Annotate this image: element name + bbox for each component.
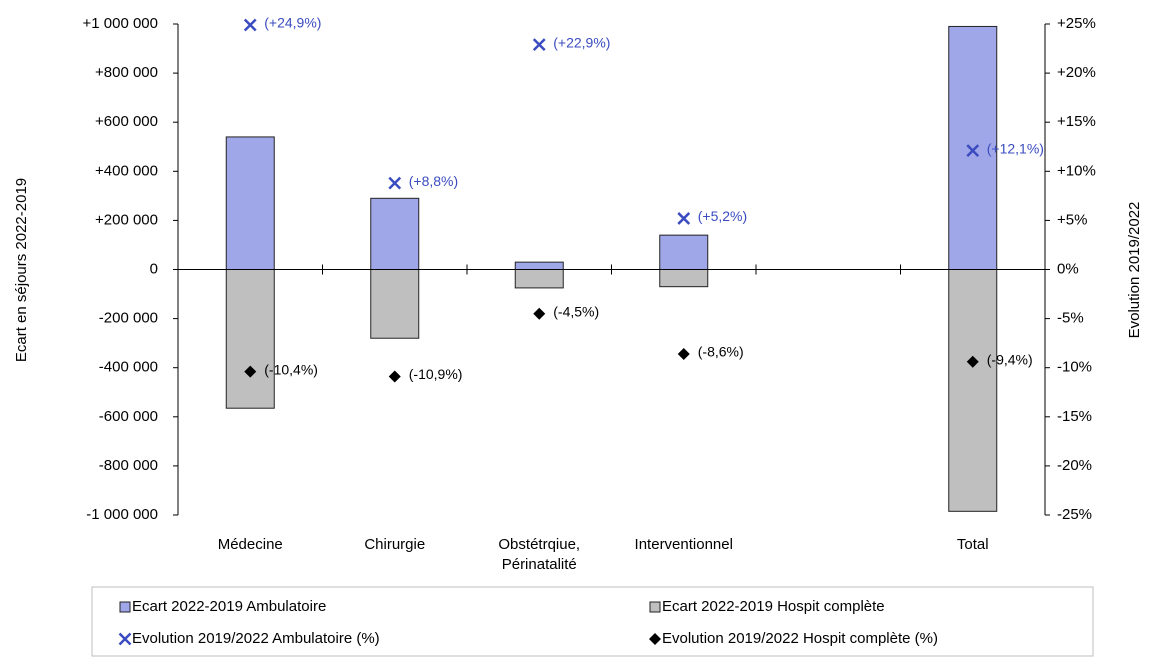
y-tick-label: +400 000 (95, 162, 158, 179)
marker-x (388, 176, 402, 190)
y-tick-label: -1 000 000 (86, 506, 158, 523)
y-tick-label: 0 (150, 260, 158, 277)
bar (514, 269, 564, 289)
marker-diamond (244, 365, 257, 378)
marker-x (243, 18, 257, 32)
y-axis-title: Ecart en séjours 2022-2019 (13, 178, 30, 362)
bar (948, 269, 998, 512)
data-label: (+5,2%) (698, 208, 747, 224)
legend-swatch (119, 601, 131, 613)
bar (225, 269, 275, 409)
data-label: (-9,4%) (987, 352, 1033, 368)
y-tick-label: -600 000 (99, 408, 158, 425)
x-tick-label: Total (957, 536, 989, 553)
x-tick-label: Chirurgie (364, 536, 425, 553)
bar (370, 269, 420, 339)
y2-tick-label: -15% (1057, 408, 1092, 425)
x-tick-label: Médecine (218, 536, 283, 553)
legend-label: Evolution 2019/2022 Ambulatoire (%) (132, 630, 380, 647)
y-tick-label: +800 000 (95, 64, 158, 81)
data-label: (-4,5%) (553, 303, 599, 319)
x-tick-label: Obstétrqiue, Périnatalité (498, 536, 580, 573)
bar (948, 25, 998, 270)
legend-box (91, 586, 1094, 657)
marker-diamond (677, 347, 690, 360)
marker-diamond (649, 633, 661, 645)
bar (659, 269, 709, 288)
y2-tick-label: -10% (1057, 359, 1092, 376)
x-tick-label: Interventionnel (635, 536, 733, 553)
y2-tick-label: 0% (1057, 260, 1079, 277)
y2-tick-label: +20% (1057, 64, 1096, 81)
marker-diamond (388, 370, 401, 383)
y-tick-label: +200 000 (95, 211, 158, 228)
y2-tick-label: +25% (1057, 15, 1096, 32)
bar (370, 197, 420, 270)
bar (659, 234, 709, 271)
y2-tick-label: +10% (1057, 162, 1096, 179)
y-tick-label: -800 000 (99, 457, 158, 474)
y2-tick-label: -5% (1057, 310, 1084, 327)
marker-diamond (533, 307, 546, 320)
data-label: (-10,4%) (264, 361, 318, 377)
legend-label: Evolution 2019/2022 Hospit complète (%) (662, 630, 938, 647)
marker-x (966, 144, 980, 158)
y2-tick-label: -20% (1057, 457, 1092, 474)
y2-tick-label: -25% (1057, 506, 1092, 523)
data-label: (+24,9%) (264, 15, 321, 31)
data-label: (-10,9%) (409, 366, 463, 382)
bar (514, 261, 564, 271)
y-tick-label: +1 000 000 (83, 15, 159, 32)
data-label: (+8,8%) (409, 173, 458, 189)
y2-tick-label: +15% (1057, 113, 1096, 130)
y-tick-label: +600 000 (95, 113, 158, 130)
marker-diamond (966, 355, 979, 368)
marker-x (677, 212, 691, 225)
bar (225, 136, 275, 270)
marker-x (118, 632, 132, 646)
marker-x (532, 38, 546, 52)
y-tick-label: -200 000 (99, 310, 158, 327)
data-label: (+22,9%) (553, 34, 610, 50)
data-label: (-8,6%) (698, 344, 744, 360)
legend-label: Ecart 2022-2019 Hospit complète (662, 598, 885, 615)
legend-swatch (649, 601, 661, 613)
y2-tick-label: +5% (1057, 211, 1087, 228)
y2-axis-title: Evolution 2019/2022 (1126, 202, 1143, 339)
y-tick-label: -400 000 (99, 359, 158, 376)
data-label: (+12,1%) (987, 140, 1044, 156)
legend-label: Ecart 2022-2019 Ambulatoire (132, 598, 326, 615)
